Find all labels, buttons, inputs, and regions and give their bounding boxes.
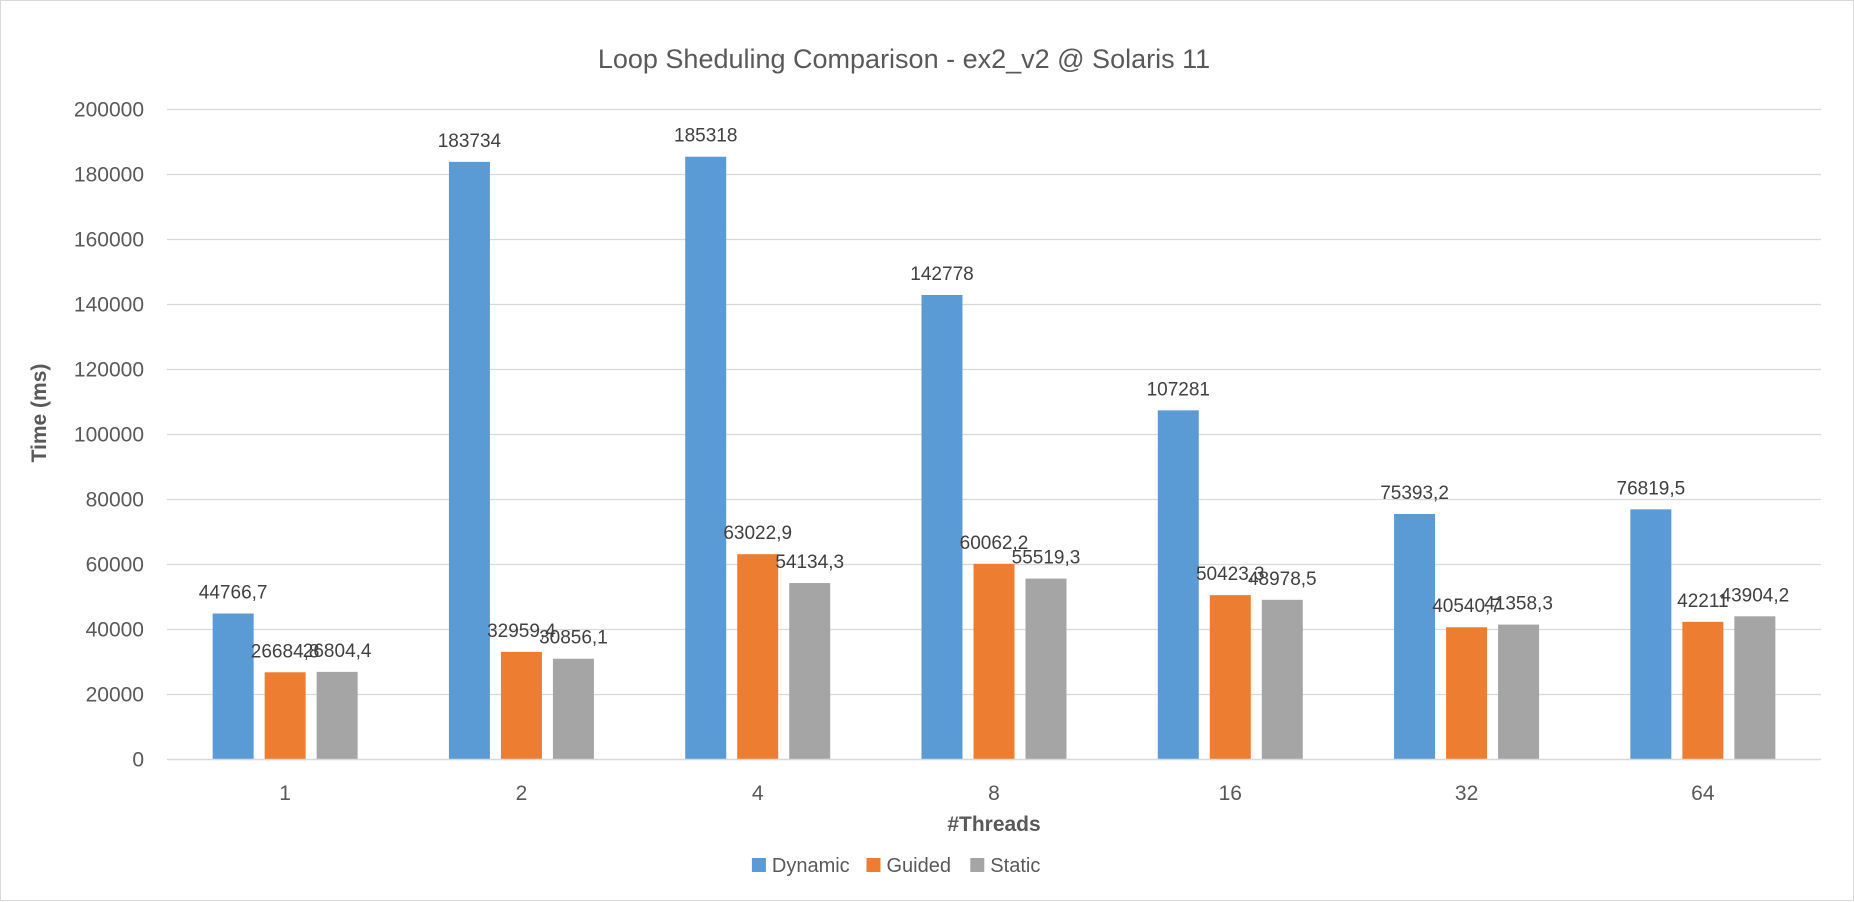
data-label: 76819,5 [1617, 478, 1686, 499]
bar-static [1025, 578, 1067, 759]
bar-static [789, 583, 831, 759]
data-label: 185318 [674, 126, 737, 147]
legend-label-dynamic: Dynamic [772, 855, 850, 877]
data-label: 50423,3 [1196, 564, 1265, 585]
bar-static [1498, 624, 1540, 759]
bar-dynamic [212, 613, 254, 759]
x-axis-ticks: 1 2 4 8 16 32 64 [279, 782, 1715, 805]
bar-guided [264, 672, 306, 759]
legend-swatch-static [970, 858, 985, 872]
x-tick-label: 64 [1691, 782, 1715, 805]
bar-dynamic [921, 294, 963, 759]
data-label: 26684,8 [251, 641, 320, 662]
data-label: 75393,2 [1380, 483, 1449, 504]
x-tick-label: 4 [752, 782, 764, 805]
data-label: 32959,4 [487, 621, 556, 642]
legend: Dynamic Guided Static [751, 855, 1040, 877]
data-label: 183734 [438, 131, 502, 152]
data-label: 55519,3 [1012, 548, 1081, 569]
data-label: 142778 [910, 264, 973, 285]
data-label: 60062,2 [960, 533, 1029, 554]
bar-dynamic [1630, 509, 1672, 759]
x-tick-label: 32 [1455, 782, 1478, 805]
y-tick-label: 120000 [74, 359, 144, 382]
y-tick-label: 140000 [74, 294, 144, 317]
bar-dynamic [448, 161, 490, 759]
bars [212, 156, 1776, 760]
legend-swatch-guided [866, 858, 881, 872]
y-tick-label: 100000 [74, 424, 144, 447]
bar-static [1734, 616, 1776, 759]
data-label: 48978,5 [1248, 569, 1317, 590]
y-tick-label: 20000 [86, 684, 144, 707]
x-tick-label: 8 [988, 782, 1000, 805]
bar-guided [1446, 627, 1488, 759]
x-tick-label: 1 [279, 782, 291, 805]
bar-static [1261, 599, 1303, 759]
legend-label-static: Static [990, 855, 1040, 877]
bar-static [316, 671, 358, 759]
y-tick-label: 200000 [74, 99, 144, 122]
y-tick-label: 40000 [86, 619, 144, 642]
data-label: 26804,4 [303, 641, 372, 662]
bar-dynamic [685, 156, 727, 760]
y-tick-label: 160000 [74, 229, 144, 252]
bar-guided [1209, 595, 1251, 759]
data-label: 40540,7 [1432, 596, 1501, 617]
legend-label-guided: Guided [887, 855, 952, 877]
bar-guided [1682, 621, 1724, 759]
y-tick-label: 0 [132, 749, 144, 772]
bar-guided [973, 563, 1015, 759]
y-axis-ticks: 0 20000 40000 60000 80000 100000 120000 140000 1… [74, 99, 144, 772]
data-label: 43904,2 [1721, 585, 1790, 606]
data-label: 41358,3 [1484, 594, 1553, 615]
data-label: 54134,3 [775, 552, 844, 573]
x-tick-label: 2 [516, 782, 528, 805]
x-axis-title: #Threads [947, 813, 1040, 836]
x-tick-label: 16 [1219, 782, 1242, 805]
data-label: 63022,9 [723, 523, 792, 544]
data-label: 44766,7 [199, 583, 268, 604]
data-label: 30856,1 [539, 628, 608, 649]
bar-guided [500, 651, 542, 759]
bar-guided [737, 554, 779, 759]
y-axis-title: Time (ms) [28, 364, 51, 463]
bar-dynamic [1157, 410, 1199, 759]
data-label: 42211 [1677, 591, 1728, 612]
chart-title: Loop Sheduling Comparison - ex2_v2 @ Sol… [598, 44, 1210, 74]
data-label: 107281 [1147, 379, 1210, 400]
bar-static [552, 658, 594, 759]
grid-lines [167, 108, 1821, 696]
legend-swatch-dynamic [751, 858, 766, 872]
y-tick-label: 180000 [74, 164, 144, 187]
y-tick-label: 60000 [86, 554, 144, 577]
bar-dynamic [1394, 513, 1436, 759]
y-tick-label: 80000 [86, 489, 144, 512]
